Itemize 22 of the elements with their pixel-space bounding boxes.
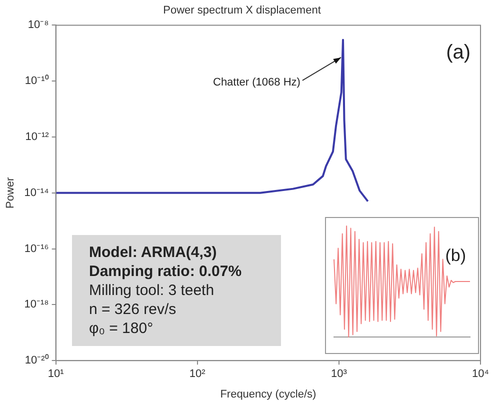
- y-tick-label: 10⁻¹⁴: [24, 186, 50, 199]
- annotation: (a): [446, 42, 471, 64]
- x-tick-label: 10⁴: [472, 368, 490, 380]
- annotation: Chatter (1068 Hz): [213, 76, 300, 89]
- y-tick-label: 10⁻¹²: [25, 131, 50, 144]
- annotation: (b): [445, 246, 466, 266]
- annotation: φ₀ = 180°: [89, 319, 154, 338]
- y-tick-label: 10⁻¹⁸: [24, 298, 49, 311]
- y-tick-label: 10⁻⁸: [28, 19, 49, 32]
- x-tick-label: 10¹: [48, 368, 64, 380]
- x-axis-title: Frequency (cycle/s): [220, 388, 316, 400]
- y-tick-label: 10⁻¹⁰: [24, 74, 49, 88]
- annotation: Damping ratio: 0.07%: [89, 262, 243, 281]
- y-axis-title: Power: [4, 176, 17, 208]
- chart-title: Power spectrum X displacement: [163, 4, 321, 17]
- annotation: n = 326 rev/s: [89, 300, 178, 319]
- x-tick-label: 10³: [331, 368, 348, 380]
- y-tick-label: 10⁻¹⁶: [24, 242, 49, 255]
- y-tick-label: 10⁻²⁰: [24, 354, 49, 367]
- x-tick-label: 10²: [189, 368, 206, 380]
- annotation: Model: ARMA(4,3): [89, 243, 218, 262]
- annotation: Milling tool: 3 teeth: [89, 281, 216, 300]
